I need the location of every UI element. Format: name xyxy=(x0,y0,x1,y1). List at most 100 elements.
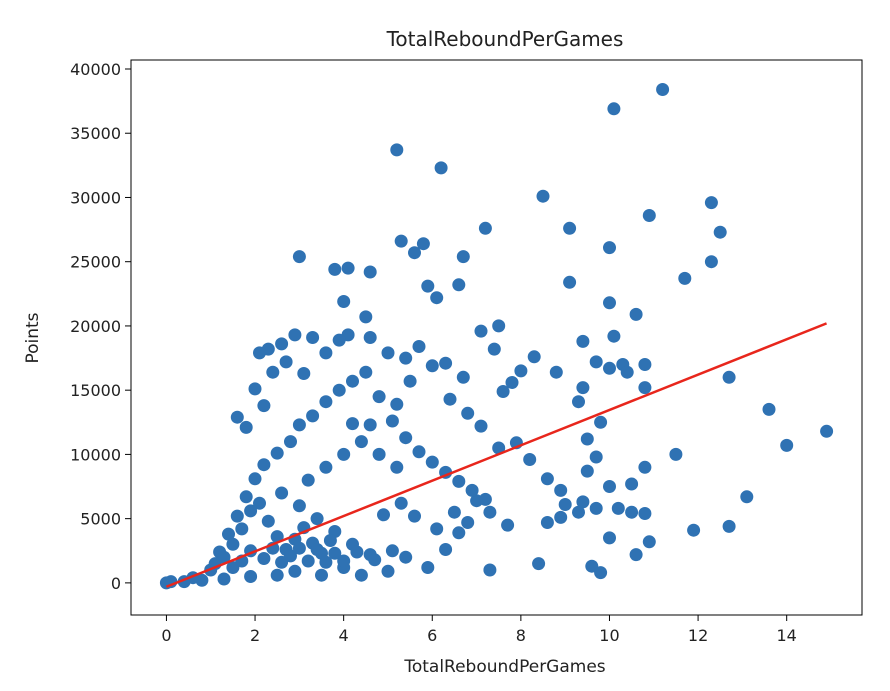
data-point xyxy=(554,510,568,524)
data-point xyxy=(306,409,320,423)
data-point xyxy=(540,472,554,486)
data-point xyxy=(292,541,306,555)
data-point xyxy=(505,376,519,389)
data-point xyxy=(390,143,404,157)
data-point xyxy=(288,564,302,578)
data-point xyxy=(452,526,466,540)
data-point xyxy=(372,447,386,461)
data-point xyxy=(603,241,616,255)
data-point xyxy=(292,499,306,513)
data-point xyxy=(461,516,475,529)
data-point xyxy=(554,483,568,497)
data-point xyxy=(261,514,275,528)
data-point xyxy=(394,234,408,248)
data-point xyxy=(399,351,413,365)
data-point xyxy=(346,374,359,388)
data-point xyxy=(328,262,342,276)
data-point xyxy=(607,329,621,343)
data-point xyxy=(678,271,692,285)
data-point xyxy=(478,492,492,506)
data-point xyxy=(248,382,262,396)
data-point xyxy=(385,544,399,558)
data-point xyxy=(284,549,297,563)
data-point xyxy=(523,453,537,466)
data-point xyxy=(447,505,461,519)
data-point xyxy=(638,507,652,520)
data-point xyxy=(310,543,324,556)
x-tick-label: 6 xyxy=(427,626,437,645)
data-point xyxy=(372,390,386,404)
data-point xyxy=(390,397,404,411)
data-point xyxy=(704,196,718,210)
data-point xyxy=(319,395,333,409)
x-tick-label: 2 xyxy=(250,626,260,645)
data-point xyxy=(527,350,541,364)
x-axis: 0 2 4 6 8 10 12 14 xyxy=(161,615,797,645)
data-point xyxy=(306,331,320,344)
data-point xyxy=(403,374,417,388)
data-point xyxy=(301,554,315,568)
data-point xyxy=(572,395,585,409)
data-point xyxy=(381,564,395,578)
data-point xyxy=(625,505,639,519)
data-point xyxy=(346,417,359,431)
data-point xyxy=(332,383,346,397)
y-tick-label: 30000 xyxy=(70,188,121,207)
data-point xyxy=(594,415,608,429)
data-point xyxy=(576,381,590,395)
data-point xyxy=(297,367,311,380)
data-point xyxy=(288,328,302,342)
data-point xyxy=(315,568,328,582)
data-point xyxy=(642,209,656,222)
data-point xyxy=(412,340,426,353)
data-point xyxy=(620,365,634,379)
data-point xyxy=(532,557,546,571)
data-point xyxy=(465,483,479,497)
data-point xyxy=(390,460,404,474)
data-point xyxy=(230,509,244,523)
data-point xyxy=(638,358,652,371)
data-point xyxy=(337,554,351,568)
data-point xyxy=(270,446,284,460)
data-point xyxy=(337,447,351,461)
data-point xyxy=(589,501,603,515)
data-point xyxy=(275,486,289,500)
y-tick-label: 20000 xyxy=(70,317,121,336)
data-point xyxy=(629,548,643,562)
data-point xyxy=(430,522,444,536)
data-point xyxy=(492,319,506,333)
data-point xyxy=(328,546,342,560)
data-point xyxy=(359,310,373,324)
data-point xyxy=(780,438,794,452)
data-point xyxy=(350,545,364,559)
data-point xyxy=(625,477,639,491)
data-point xyxy=(257,552,271,565)
data-point xyxy=(332,333,346,347)
data-point xyxy=(217,550,231,564)
data-point xyxy=(452,278,466,292)
y-tick-label: 15000 xyxy=(70,381,121,400)
data-point xyxy=(563,275,577,289)
data-point xyxy=(408,509,421,523)
data-point xyxy=(589,450,603,464)
data-point xyxy=(310,512,324,526)
data-point xyxy=(354,568,368,582)
data-point xyxy=(603,531,616,545)
data-point xyxy=(740,490,754,504)
data-point xyxy=(580,432,594,446)
data-point xyxy=(474,324,488,338)
data-point xyxy=(439,356,453,370)
data-point xyxy=(563,221,577,235)
data-point xyxy=(230,410,244,424)
data-point xyxy=(292,418,306,432)
y-axis: 0 5000 10000 15000 20000 25000 30000 35000 40000 xyxy=(70,60,131,593)
data-point xyxy=(394,496,408,510)
chart-title: TotalReboundPerGames xyxy=(386,27,624,51)
data-point xyxy=(576,495,590,509)
data-point xyxy=(456,250,470,264)
data-point xyxy=(425,359,439,373)
data-point xyxy=(496,385,510,398)
data-point xyxy=(226,561,240,574)
data-point xyxy=(669,447,683,461)
data-point xyxy=(323,534,337,547)
